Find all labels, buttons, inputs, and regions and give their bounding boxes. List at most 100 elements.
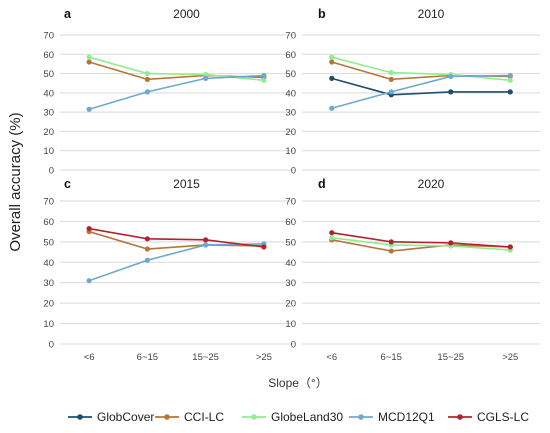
- y-tick-label: 30: [43, 278, 54, 289]
- y-tick-label: 10: [43, 319, 54, 330]
- y-axis-title: Overall accuracy (%): [7, 112, 24, 251]
- y-tick-label: 30: [285, 278, 296, 289]
- data-point-cci-lc: [388, 248, 394, 254]
- y-tick-label: 10: [285, 146, 296, 157]
- y-tick-label: 20: [285, 299, 296, 310]
- legend-marker-cci-lc: [164, 414, 170, 420]
- y-tick-label: 20: [285, 127, 296, 138]
- y-tick-label: 20: [43, 127, 54, 138]
- legend-label-mcd12q1: MCD12Q1: [378, 410, 435, 424]
- data-point-globeland30: [329, 235, 335, 241]
- panel-title: 2020: [418, 177, 445, 191]
- data-point-cgls-lc: [329, 230, 335, 236]
- y-tick-label: 50: [285, 69, 296, 80]
- data-point-mcd12q1: [448, 73, 454, 80]
- legend-label-cci-lc: CCI-LC: [184, 410, 224, 424]
- data-point-cci-lc: [144, 76, 150, 82]
- y-tick-label: 40: [285, 258, 296, 269]
- data-point-globcover: [448, 89, 454, 95]
- y-tick-label: 60: [43, 50, 54, 61]
- data-point-cci-lc: [144, 246, 150, 252]
- series-line-globeland30: [331, 56, 511, 82]
- y-tick-label: 0: [49, 166, 54, 177]
- panel-label: d: [318, 177, 326, 191]
- series-line-globeland30: [331, 236, 511, 251]
- data-point-globeland30: [507, 77, 513, 83]
- y-tick-label: 70: [285, 197, 296, 208]
- panel-c: 0 10 20 30 40 50 60 70 <6 6~15 15~25 >25 c 2015: [43, 177, 293, 363]
- y-tick-label: 20: [43, 299, 54, 310]
- y-tick-label: 40: [43, 88, 54, 99]
- y-tick-label: 60: [285, 50, 296, 61]
- x-tick-label: <6: [326, 352, 337, 363]
- x-tick-label: 6~15: [137, 352, 158, 363]
- panel-label: a: [64, 7, 72, 21]
- data-point-globeland30: [329, 54, 335, 60]
- legend: GlobCover CCI-LC GlobeLand30 MCD12Q1 CGLS-LC: [68, 410, 529, 424]
- data-point-mcd12q1: [507, 72, 513, 79]
- y-tick-label: 50: [43, 237, 54, 248]
- y-tick-label: 50: [285, 237, 296, 248]
- data-point-globeland30: [86, 54, 92, 60]
- data-point-globeland30: [261, 77, 267, 83]
- x-axis-title: Slope（°）: [268, 376, 328, 390]
- data-point-globeland30: [144, 70, 150, 77]
- y-tick-label: 30: [285, 108, 296, 119]
- y-tick-label: 0: [49, 340, 54, 351]
- data-point-cci-lc: [329, 59, 335, 65]
- data-point-cgls-lc: [86, 225, 92, 232]
- series-line-mcd12q1: [88, 74, 264, 111]
- x-tick-label: 15~25: [192, 352, 219, 363]
- series-line-globcover: [331, 77, 511, 96]
- data-point-mcd12q1: [203, 75, 209, 81]
- data-point-mcd12q1: [144, 257, 150, 263]
- data-point-cgls-lc: [388, 239, 394, 245]
- x-tick-label: >25: [256, 352, 272, 363]
- panel-d: 0 10 20 30 40 50 60 70 <6 6~15 15~25 >25 d 2020: [285, 177, 540, 363]
- panel-title: 2000: [173, 7, 200, 21]
- data-point-mcd12q1: [261, 72, 267, 79]
- x-tick-label: >25: [502, 352, 518, 363]
- y-tick-label: 40: [43, 258, 54, 269]
- panel-label: b: [318, 7, 326, 21]
- data-point-globcover: [329, 75, 335, 81]
- y-tick-label: 50: [43, 69, 54, 80]
- y-tick-label: 0: [291, 166, 296, 177]
- series-line-cgls-lc: [88, 227, 264, 248]
- series-line-cgls-lc: [331, 231, 511, 248]
- data-point-globeland30: [388, 70, 394, 76]
- y-tick-label: 40: [285, 88, 296, 99]
- legend-marker-cgls-lc: [457, 414, 463, 420]
- legend-marker-globeland30: [251, 414, 257, 420]
- panel-title: 2015: [173, 177, 200, 191]
- data-point-cgls-lc: [261, 244, 267, 250]
- legend-marker-mcd12q1: [358, 414, 364, 420]
- x-tick-label: 6~15: [381, 352, 402, 363]
- y-tick-label: 70: [43, 31, 54, 42]
- series-line-cci-lc: [331, 239, 511, 252]
- data-point-mcd12q1: [329, 105, 335, 111]
- data-point-mcd12q1: [86, 106, 92, 112]
- y-tick-label: 70: [43, 197, 54, 208]
- data-point-mcd12q1: [144, 89, 150, 95]
- y-tick-label: 0: [291, 340, 296, 351]
- panel-title: 2010: [418, 7, 445, 21]
- data-point-globcover: [507, 89, 513, 95]
- y-tick-label: 60: [43, 217, 54, 228]
- x-tick-label: 15~25: [437, 352, 464, 363]
- data-point-mcd12q1: [388, 89, 394, 95]
- series-line-mcd12q1: [331, 74, 511, 110]
- data-point-cci-lc: [86, 59, 92, 65]
- series-line-mcd12q1: [88, 243, 264, 282]
- panel-b: 0 10 20 30 40 50 60 70 b 2010: [285, 7, 540, 177]
- data-point-cgls-lc: [203, 237, 209, 243]
- legend-label-cgls-lc: CGLS-LC: [477, 410, 529, 424]
- y-tick-label: 10: [285, 319, 296, 330]
- data-point-cgls-lc: [448, 240, 454, 246]
- y-tick-label: 10: [43, 146, 54, 157]
- series-line-cci-lc: [88, 230, 264, 250]
- y-tick-label: 70: [285, 31, 296, 42]
- legend-marker-globcover: [77, 414, 83, 420]
